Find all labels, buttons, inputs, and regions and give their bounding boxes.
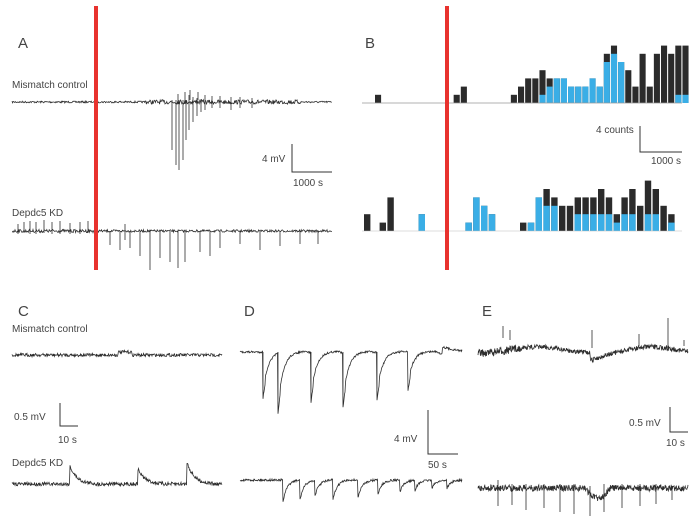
histogram-bar	[387, 197, 394, 231]
histogram-bar	[652, 189, 659, 231]
histogram-bar	[566, 205, 574, 231]
scale-bar-c-voltage: 0.5 mV	[14, 412, 46, 423]
histogram-bar-blue	[551, 205, 558, 231]
panel-letter-a: A	[18, 35, 28, 52]
histogram-bar-blue	[560, 78, 567, 103]
histogram-bar	[682, 45, 689, 103]
scale-bar-e-voltage: 0.5 mV	[629, 418, 661, 429]
histogram-bar-blue	[682, 94, 689, 103]
trace-d-depdc5-kd	[239, 477, 463, 502]
histogram-bar-blue	[629, 214, 636, 231]
panel-letter-d: D	[244, 303, 255, 320]
histogram-bar-blue	[675, 94, 682, 103]
histogram-bar	[646, 86, 653, 103]
histogram-bar-blue	[596, 86, 603, 103]
histogram-bar-blue	[575, 86, 582, 103]
histogram-bar	[653, 53, 660, 103]
histogram-bar	[637, 205, 644, 231]
histogram-bar-blue	[481, 205, 488, 231]
scale-bar-e-time: 10 s	[666, 438, 685, 449]
histogram-bar-blue	[618, 62, 625, 103]
scale-bar-a: 4 mV 1000 s	[262, 144, 332, 189]
histogram-mismatch-control	[375, 45, 689, 103]
label-mismatch-control-c: Mismatch control	[12, 324, 88, 335]
histogram-bar	[625, 70, 632, 103]
histogram-bar	[379, 222, 386, 231]
histogram-bar-blue	[598, 214, 605, 231]
histogram-bar	[639, 53, 646, 103]
histogram-bar	[661, 45, 668, 103]
histogram-bar-blue	[652, 214, 659, 231]
histogram-bar-blue	[539, 94, 546, 103]
histogram-bar	[375, 94, 382, 103]
label-depdc5-kd-c: Depdc5 KD	[12, 458, 63, 469]
histogram-depdc5-kd	[364, 180, 675, 231]
trace-c-mismatch-control	[11, 349, 223, 359]
scale-bar-b: 4 counts 1000 s	[596, 125, 682, 167]
histogram-bar-blue	[553, 78, 560, 103]
histogram-bar-blue	[621, 214, 628, 231]
panel-letter-b: B	[365, 35, 375, 52]
histogram-bar	[532, 78, 539, 103]
histogram-bar-blue	[590, 214, 597, 231]
histogram-bar-blue	[613, 222, 620, 231]
histogram-bar-blue	[582, 86, 589, 103]
scale-bar-b-counts: 4 counts	[596, 125, 634, 136]
histogram-bar-blue	[488, 214, 496, 231]
histogram-bar	[660, 205, 667, 231]
histogram-bar	[518, 86, 525, 103]
histogram-bar-blue	[605, 214, 613, 231]
histogram-bar-blue	[418, 214, 425, 231]
scale-bar-d-time: 50 s	[428, 460, 447, 471]
histogram-bar	[525, 78, 532, 103]
histogram-bar-blue	[568, 86, 575, 103]
histogram-bar	[559, 205, 566, 231]
trace-a-mismatch-control	[11, 90, 332, 170]
histogram-bar	[539, 70, 546, 103]
trace-c-depdc5-kd	[11, 462, 223, 488]
trace-e-mismatch-control	[477, 318, 689, 364]
histogram-bar-blue	[610, 53, 618, 103]
histogram-bar	[668, 53, 675, 103]
histogram-bar	[644, 180, 652, 231]
histogram-bar-blue	[543, 205, 550, 231]
scale-bar-d-voltage: 4 mV	[394, 434, 418, 445]
histogram-bar-blue	[574, 214, 581, 231]
histogram-bar-blue	[582, 214, 589, 231]
histogram-bar	[675, 45, 682, 103]
histogram-bar	[632, 86, 639, 103]
histogram-bar	[460, 86, 467, 103]
scale-bar-a-time: 1000 s	[293, 178, 323, 189]
histogram-bar-blue	[603, 62, 610, 103]
histogram-bar-blue	[465, 222, 472, 231]
histogram-bar	[520, 222, 527, 231]
histogram-bar-blue	[473, 197, 480, 231]
histogram-bar-blue	[535, 197, 542, 231]
label-depdc5-kd-a: Depdc5 KD	[12, 208, 63, 219]
trace-a-depdc5-kd	[11, 220, 333, 270]
histogram-bar	[629, 189, 636, 231]
scale-bar-a-voltage: 4 mV	[262, 154, 286, 165]
panel-letter-e: E	[482, 303, 492, 320]
histogram-bar	[453, 94, 460, 103]
scale-bar-d: 4 mV 50 s	[394, 410, 458, 471]
histogram-bar	[598, 189, 605, 231]
histogram-bar-blue	[644, 214, 652, 231]
scale-bar-b-time: 1000 s	[651, 156, 681, 167]
histogram-bar-blue	[527, 222, 535, 231]
histogram-bar-blue	[589, 78, 596, 103]
panel-letter-c: C	[18, 303, 29, 320]
scale-bar-c-time: 10 s	[58, 435, 77, 446]
trace-d-mismatch-control	[239, 345, 463, 414]
trace-e-depdc5-kd	[477, 480, 689, 516]
histogram-bar-blue	[668, 222, 675, 231]
histogram-bar-blue	[546, 86, 553, 103]
label-mismatch-control-a: Mismatch control	[12, 80, 88, 91]
histogram-bar	[510, 94, 517, 103]
scale-bar-e: 0.5 mV 10 s	[629, 407, 688, 449]
scale-bar-c: 0.5 mV 10 s	[14, 403, 78, 446]
histogram-bar	[364, 214, 371, 231]
